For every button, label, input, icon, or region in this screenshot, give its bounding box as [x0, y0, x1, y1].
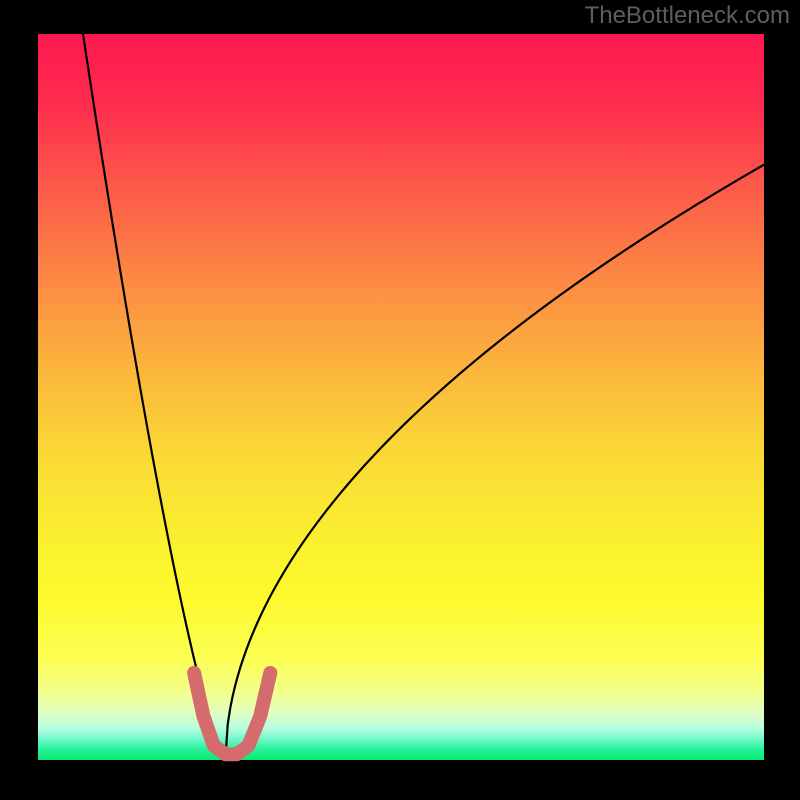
stage: TheBottleneck.com: [0, 0, 800, 800]
gradient-background: [38, 34, 764, 760]
watermark-text: TheBottleneck.com: [585, 2, 790, 30]
chart-canvas: [0, 0, 800, 800]
